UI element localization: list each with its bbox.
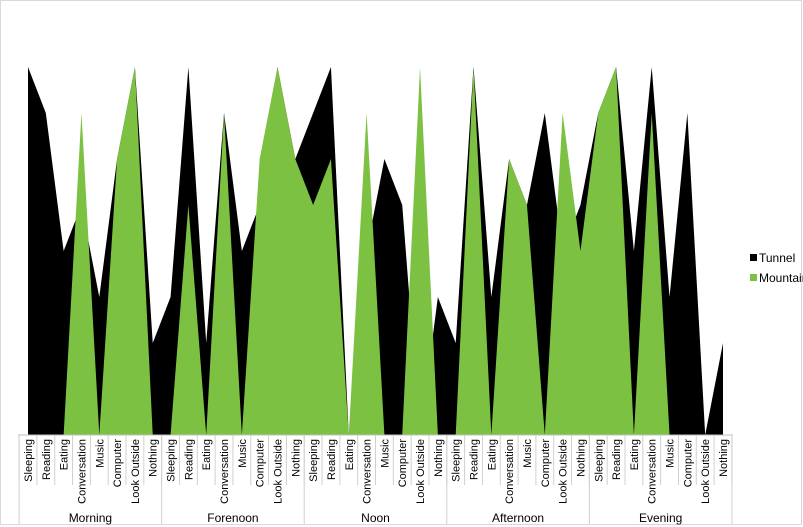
x-tick-label: Conversation <box>219 439 231 504</box>
x-tick-label: Sleeping <box>166 439 178 482</box>
x-tick-label: Computer <box>112 439 124 488</box>
x-tick-label: Reading <box>41 439 53 480</box>
x-tick-label: Nothing <box>718 439 730 477</box>
x-tick-label: Music <box>665 439 677 468</box>
legend-label-tunnel: Tunnel <box>759 251 795 265</box>
x-tick-label: Computer <box>397 439 409 488</box>
x-tick-label: Sleeping <box>23 439 35 482</box>
legend-label-mountain: Mountain <box>759 271 803 285</box>
x-tick-label: Reading <box>611 439 623 480</box>
x-tick-label: Music <box>522 439 534 468</box>
x-tick-label: Nothing <box>575 439 587 477</box>
x-tick-label: Nothing <box>290 439 302 477</box>
x-tick-label: Look Outside <box>130 439 142 504</box>
x-tick-label: Eating <box>629 439 641 470</box>
legend-swatch-tunnel <box>750 254 757 261</box>
group-label: Forenoon <box>207 511 258 525</box>
x-tick-label: Computer <box>682 439 694 488</box>
x-tick-label: Conversation <box>362 439 374 504</box>
x-tick-label: Sleeping <box>308 439 320 482</box>
x-tick-label: Conversation <box>647 439 659 504</box>
x-tick-label: Look Outside <box>415 439 427 504</box>
x-tick-label: Computer <box>255 439 267 488</box>
x-tick-label: Reading <box>183 439 195 480</box>
x-tick-label: Reading <box>326 439 338 480</box>
x-tick-label: Music <box>237 439 249 468</box>
group-label: Morning <box>69 511 112 525</box>
group-label: Afternoon <box>492 511 544 525</box>
x-tick-label: Conversation <box>76 439 88 504</box>
x-tick-label: Nothing <box>148 439 160 477</box>
x-tick-label: Computer <box>540 439 552 488</box>
x-tick-label: Eating <box>59 439 71 470</box>
x-tick-label: Music <box>94 439 106 468</box>
x-tick-label: Reading <box>469 439 481 480</box>
group-label: Noon <box>361 511 390 525</box>
x-tick-label: Conversation <box>504 439 516 504</box>
x-tick-label: Look Outside <box>272 439 284 504</box>
series-area-mountain <box>28 67 723 435</box>
x-tick-label: Eating <box>486 439 498 470</box>
x-tick-label: Eating <box>344 439 356 470</box>
series-area-tunnel <box>28 67 723 435</box>
legend-swatch-mountain <box>750 274 757 281</box>
x-tick-label: Eating <box>201 439 213 470</box>
x-tick-label: Nothing <box>433 439 445 477</box>
x-tick-label: Music <box>379 439 391 468</box>
x-tick-label: Sleeping <box>451 439 463 482</box>
group-label: Evening <box>639 511 682 525</box>
x-tick-label: Look Outside <box>558 439 570 504</box>
x-tick-label: Sleeping <box>593 439 605 482</box>
x-tick-label: Look Outside <box>700 439 712 504</box>
